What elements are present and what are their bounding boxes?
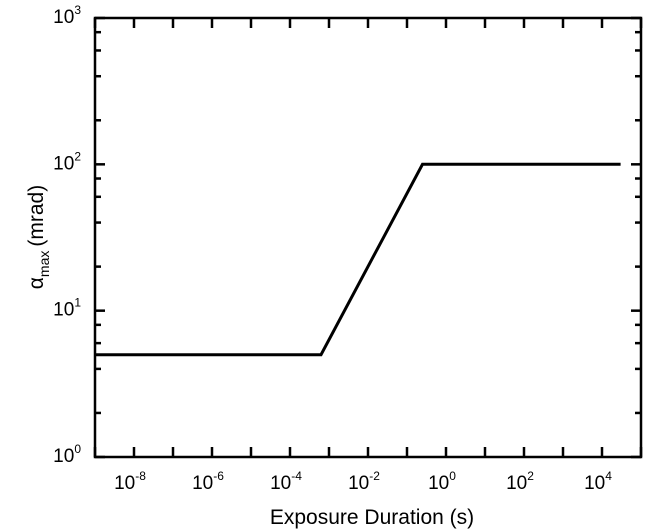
y-tick-label-base: 10	[53, 7, 74, 28]
y-tick-label: 101	[53, 296, 81, 321]
y-axis-symbol: α	[25, 277, 48, 289]
x-tick-label: 10-8	[114, 469, 146, 494]
x-tick-label-exponent: -6	[213, 469, 224, 483]
y-tick-label-exponent: 0	[74, 442, 81, 456]
x-tick-label-base: 10	[506, 473, 527, 494]
x-tick-label-base: 10	[428, 473, 449, 494]
y-tick-label-exponent: 2	[74, 149, 81, 163]
x-tick-label-exponent: 2	[527, 469, 534, 483]
y-tick-label-base: 10	[53, 153, 74, 174]
y-axis-label: αmax (mrad)	[25, 185, 52, 289]
x-tick-label: 10-2	[348, 469, 380, 494]
x-tick-label-exponent: 4	[605, 469, 612, 483]
y-tick-label-base: 10	[53, 446, 74, 467]
x-tick-label-base: 10	[584, 473, 605, 494]
y-tick-label: 103	[53, 3, 81, 28]
y-tick-label-exponent: 1	[74, 296, 81, 310]
x-tick-label-base: 10	[192, 473, 213, 494]
x-tick-label-base: 10	[348, 473, 369, 494]
y-axis-unit: (mrad)	[25, 185, 48, 247]
x-tick-label: 100	[428, 469, 456, 494]
series-layer	[95, 162, 621, 357]
x-tick-label: 102	[506, 469, 534, 494]
y-tick-label-exponent: 3	[74, 3, 81, 17]
axis-ticks	[93, 16, 643, 459]
y-tick-label: 102	[53, 149, 81, 174]
y-axis-subscript: max	[36, 251, 52, 277]
x-tick-label-exponent: -4	[291, 469, 302, 483]
x-tick-label-exponent: 0	[449, 469, 456, 483]
x-tick-label: 10-4	[270, 469, 302, 494]
x-axis-label: Exposure Duration (s)	[270, 506, 474, 529]
x-tick-label-base: 10	[114, 473, 135, 494]
x-tick-label-exponent: -8	[135, 469, 146, 483]
x-tick-label-exponent: -2	[369, 469, 380, 483]
y-tick-label: 100	[53, 442, 81, 467]
x-tick-labels: 10-8 10-6 10-4 10-2 100 102 104	[114, 469, 612, 494]
y-tick-label-base: 10	[53, 300, 74, 321]
x-tick-label: 104	[584, 469, 612, 494]
x-tick-label: 10-6	[192, 469, 224, 494]
x-tick-label-base: 10	[270, 473, 291, 494]
series-line	[95, 162, 621, 357]
plot-frame	[93, 16, 643, 459]
